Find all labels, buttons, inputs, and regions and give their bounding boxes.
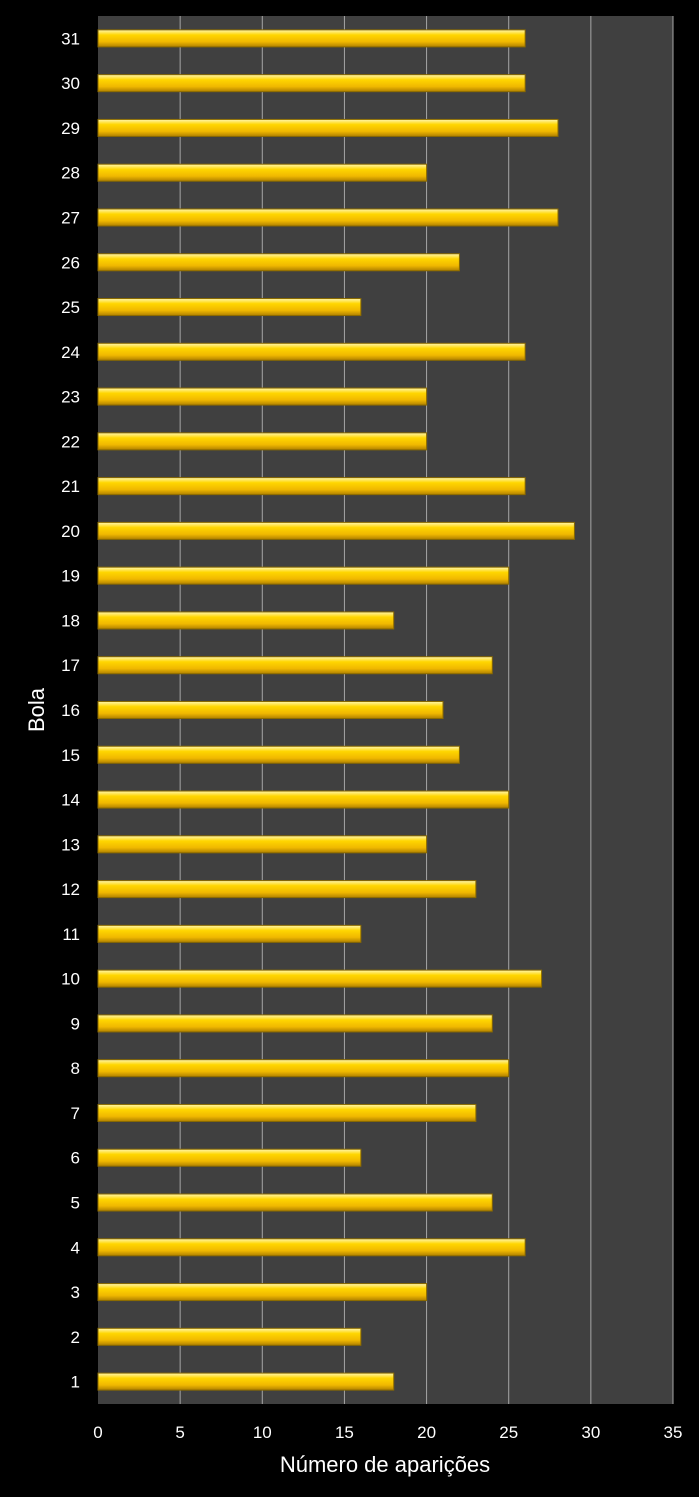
bar-8 <box>97 1059 510 1078</box>
y-tick-label-29: 29 <box>61 119 80 138</box>
bar-26 <box>97 253 460 272</box>
x-tick-label-0: 0 <box>93 1423 102 1442</box>
y-tick-label-14: 14 <box>61 791 80 810</box>
bar-1 <box>97 1372 395 1391</box>
y-tick-label-28: 28 <box>61 164 80 183</box>
y-tick-label-20: 20 <box>61 522 80 541</box>
y-tick-label-13: 13 <box>61 835 80 854</box>
y-tick-label-12: 12 <box>61 880 80 899</box>
bar-12 <box>97 880 477 899</box>
y-tick-labels: 1234567891011121314151617181920212223242… <box>61 29 80 1391</box>
bar-25 <box>97 298 362 317</box>
y-tick-label-3: 3 <box>71 1283 80 1302</box>
y-tick-label-5: 5 <box>71 1194 80 1213</box>
y-tick-label-10: 10 <box>61 970 80 989</box>
bar-30 <box>97 74 526 93</box>
x-tick-label-30: 30 <box>581 1423 600 1442</box>
bar-16 <box>97 700 444 720</box>
x-tick-label-20: 20 <box>417 1423 436 1442</box>
x-tick-label-10: 10 <box>253 1423 272 1442</box>
y-tick-label-19: 19 <box>61 567 80 586</box>
y-tick-label-25: 25 <box>61 298 80 317</box>
bar-9 <box>97 1014 493 1033</box>
bar-24 <box>97 342 526 361</box>
bar-5 <box>97 1193 493 1212</box>
bars <box>97 29 575 1391</box>
bar-11 <box>97 924 362 943</box>
y-tick-label-9: 9 <box>71 1014 80 1033</box>
y-axis-title: Bola <box>24 687 49 732</box>
y-tick-label-15: 15 <box>61 746 80 765</box>
y-tick-label-1: 1 <box>71 1373 80 1392</box>
x-tick-label-5: 5 <box>175 1423 184 1442</box>
bar-31 <box>97 29 526 48</box>
y-tick-label-18: 18 <box>61 611 80 630</box>
bar-22 <box>97 432 428 451</box>
x-tick-labels: 0 5 10 15 20 25 30 35 <box>93 1423 682 1442</box>
y-tick-label-26: 26 <box>61 253 80 272</box>
x-tick-label-15: 15 <box>335 1423 354 1442</box>
bar-6 <box>97 1148 362 1167</box>
y-tick-label-22: 22 <box>61 432 80 451</box>
y-tick-label-6: 6 <box>71 1149 80 1168</box>
x-tick-label-25: 25 <box>499 1423 518 1442</box>
bar-2 <box>97 1327 362 1346</box>
bar-28 <box>97 163 428 182</box>
bar-4 <box>97 1238 526 1257</box>
x-axis-title: Número de aparições <box>280 1452 490 1477</box>
y-tick-label-27: 27 <box>61 208 80 227</box>
bar-18 <box>97 611 395 630</box>
y-tick-label-23: 23 <box>61 388 80 407</box>
y-tick-label-17: 17 <box>61 656 80 675</box>
bar-15 <box>97 745 460 764</box>
y-tick-label-7: 7 <box>71 1104 80 1123</box>
y-tick-label-31: 31 <box>61 29 80 48</box>
y-tick-label-8: 8 <box>71 1059 80 1078</box>
y-tick-label-30: 30 <box>61 74 80 93</box>
y-tick-label-16: 16 <box>61 701 80 720</box>
y-tick-label-4: 4 <box>71 1238 80 1257</box>
y-tick-label-21: 21 <box>61 477 80 496</box>
bar-10 <box>97 969 543 988</box>
bar-23 <box>97 387 428 406</box>
bar-13 <box>97 835 428 854</box>
bar-3 <box>97 1283 428 1302</box>
bar-14 <box>97 790 510 809</box>
y-tick-label-24: 24 <box>61 343 80 362</box>
x-tick-label-35: 35 <box>664 1423 683 1442</box>
bar-27 <box>97 208 559 227</box>
bar-29 <box>97 118 559 137</box>
y-tick-label-11: 11 <box>62 925 80 944</box>
y-tick-label-2: 2 <box>71 1328 80 1347</box>
bar-21 <box>97 477 526 496</box>
bar-19 <box>97 566 510 585</box>
bar-7 <box>97 1103 477 1122</box>
bar-17 <box>97 656 493 675</box>
bar-20 <box>97 521 575 540</box>
